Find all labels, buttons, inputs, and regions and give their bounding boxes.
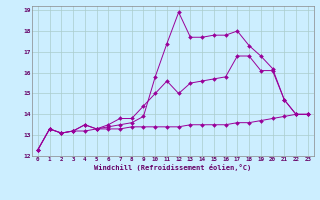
X-axis label: Windchill (Refroidissement éolien,°C): Windchill (Refroidissement éolien,°C): [94, 164, 252, 171]
